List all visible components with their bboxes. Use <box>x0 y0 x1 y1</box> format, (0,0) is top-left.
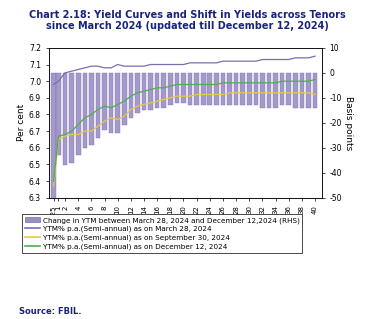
Bar <box>96 73 100 138</box>
Y-axis label: Basis points: Basis points <box>344 96 353 150</box>
Bar <box>89 73 94 145</box>
Bar <box>247 73 252 105</box>
Bar <box>214 73 219 105</box>
Bar <box>148 73 153 110</box>
Bar <box>162 73 166 108</box>
Text: Chart 2.18: Yield Curves and Shift in Yields across Tenors
since March 2024 (upd: Chart 2.18: Yield Curves and Shift in Yi… <box>29 10 345 31</box>
Bar <box>76 73 80 155</box>
Bar <box>109 73 113 133</box>
Bar <box>254 73 258 105</box>
Bar <box>135 73 140 113</box>
Y-axis label: Per cent: Per cent <box>17 104 26 141</box>
Bar <box>175 73 179 103</box>
Bar <box>300 73 304 108</box>
Bar <box>155 73 159 108</box>
Bar <box>69 73 74 163</box>
Bar <box>181 73 186 103</box>
Bar <box>273 73 278 108</box>
Bar <box>63 73 67 165</box>
Bar <box>83 73 87 148</box>
Bar <box>267 73 271 108</box>
Bar <box>168 73 173 105</box>
Bar <box>234 73 238 105</box>
Text: Source: FBIL.: Source: FBIL. <box>19 307 81 316</box>
Bar <box>208 73 212 105</box>
Bar <box>260 73 265 108</box>
Bar <box>293 73 298 108</box>
Bar <box>102 73 107 130</box>
Bar <box>280 73 285 105</box>
Bar <box>313 73 318 108</box>
Bar <box>201 73 206 105</box>
Bar <box>188 73 192 105</box>
X-axis label: Tenor (years): Tenor (years) <box>156 224 215 233</box>
Bar <box>286 73 291 105</box>
Bar <box>129 73 133 118</box>
Bar <box>240 73 245 105</box>
Bar <box>51 73 56 218</box>
Legend: Change in YTM between March 28, 2024 and December 12,2024 (RHS), YTM% p.a.(Semi-: Change in YTM between March 28, 2024 and… <box>22 214 302 253</box>
Bar <box>56 73 61 155</box>
Bar <box>116 73 120 133</box>
Bar <box>306 73 311 108</box>
Bar <box>122 73 126 125</box>
Bar <box>194 73 199 105</box>
Bar <box>221 73 225 105</box>
Bar <box>142 73 146 110</box>
Bar <box>227 73 232 105</box>
